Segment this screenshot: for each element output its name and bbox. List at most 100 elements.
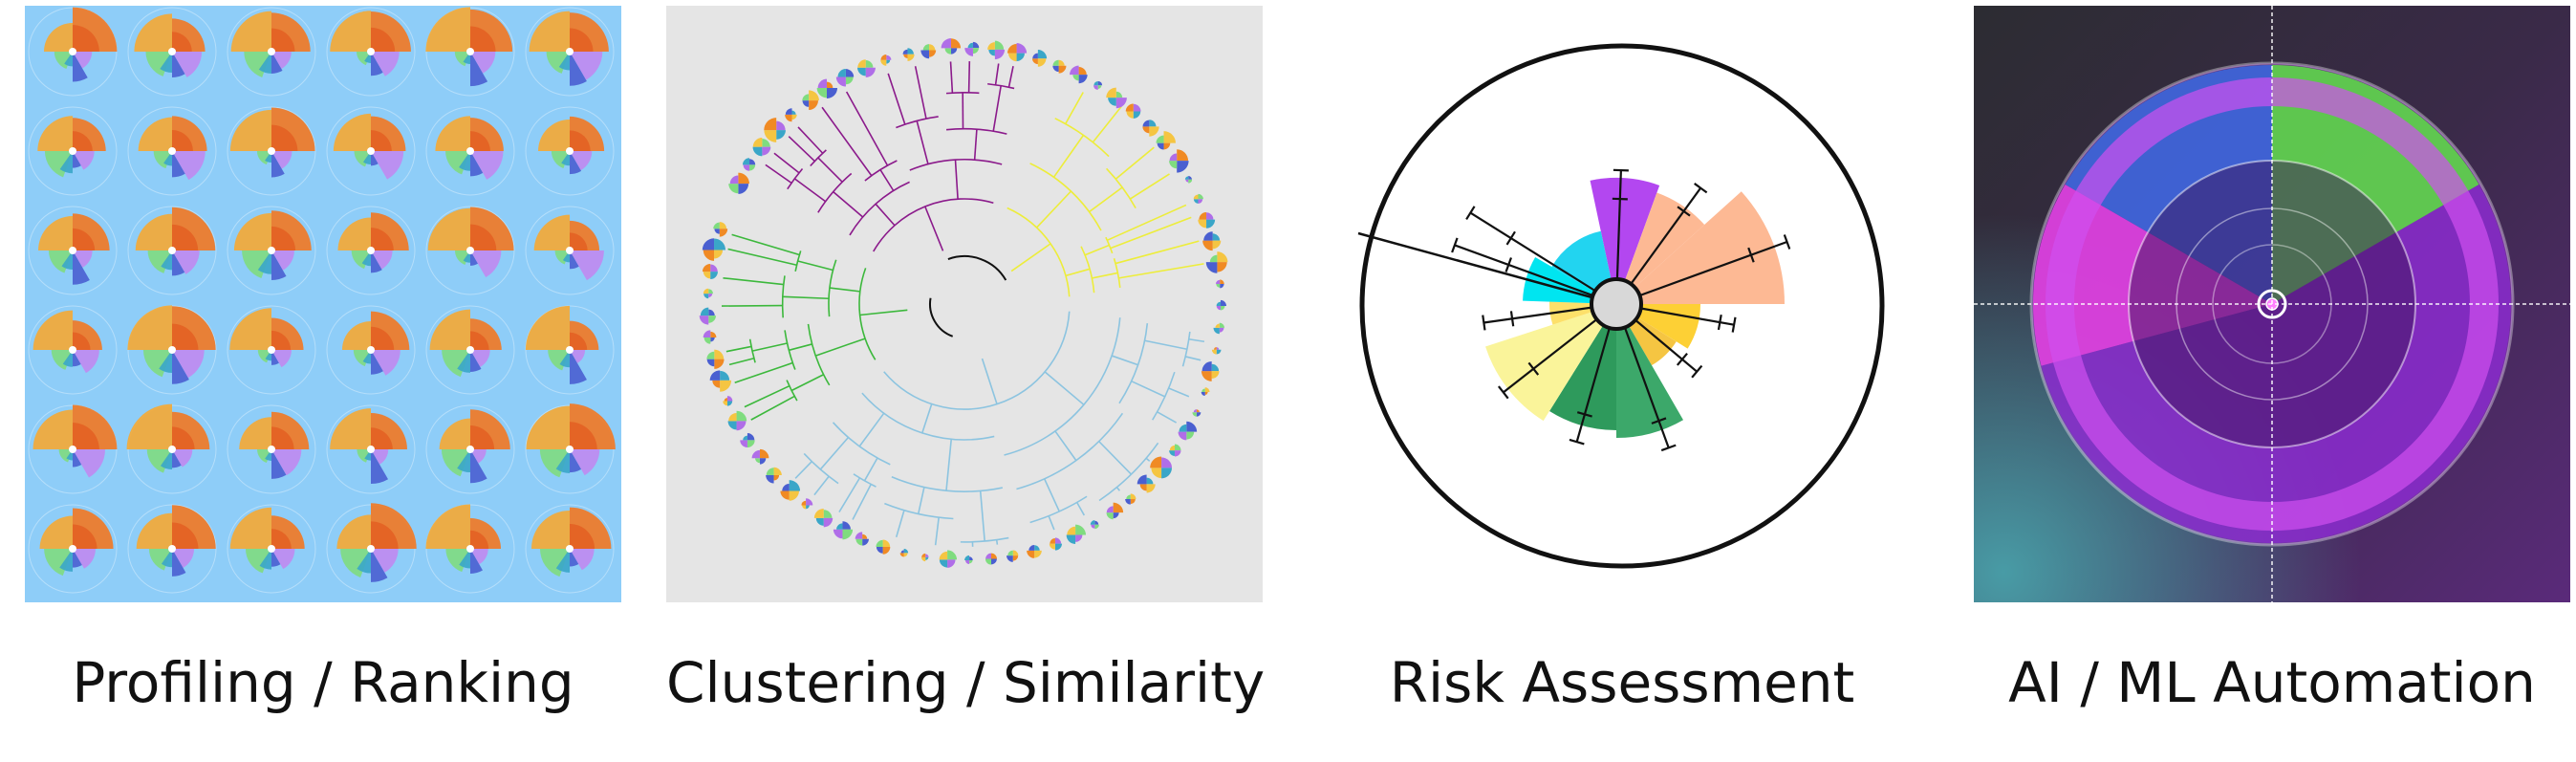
profile-glyph bbox=[425, 7, 515, 97]
clustering-similarity-panel bbox=[666, 6, 1263, 602]
leaf-glyph bbox=[939, 550, 958, 568]
leaf-glyph bbox=[833, 521, 854, 540]
leaf-glyph bbox=[1192, 409, 1201, 417]
profile-glyph bbox=[127, 106, 217, 196]
profile-glyph bbox=[28, 206, 118, 295]
profile-glyph bbox=[227, 504, 316, 594]
leaf-glyph bbox=[785, 108, 797, 122]
cluster-branch bbox=[722, 233, 908, 421]
caption-risk-assessment: Risk Assessment bbox=[1389, 650, 1855, 715]
profile-glyph bbox=[326, 106, 416, 196]
leaf-glyph bbox=[902, 48, 915, 61]
radial-dendrogram bbox=[699, 38, 1228, 568]
risk-assessment-panel bbox=[1324, 6, 1920, 602]
profile-glyph bbox=[425, 504, 515, 594]
leaf-glyph bbox=[987, 40, 1006, 60]
profile-glyph bbox=[127, 206, 217, 295]
leaf-glyph bbox=[742, 158, 756, 171]
risk-sector bbox=[1590, 178, 1660, 304]
caption-profiling-ranking: Profiling / Ranking bbox=[72, 650, 574, 715]
leaf-glyph bbox=[703, 330, 717, 344]
profile-glyph bbox=[227, 7, 316, 97]
leaf-glyph bbox=[1142, 120, 1159, 137]
leaf-glyph bbox=[727, 410, 747, 431]
leaf-glyph bbox=[1169, 444, 1181, 457]
leaf-glyph bbox=[1156, 131, 1177, 150]
leaf-glyph bbox=[964, 555, 973, 565]
profile-glyph bbox=[425, 305, 515, 395]
profile-glyph bbox=[28, 7, 118, 97]
risk-radial-glyph bbox=[1357, 43, 1885, 569]
leaf-glyph bbox=[1201, 361, 1220, 381]
cluster-branch bbox=[794, 311, 1205, 547]
profile-glyph bbox=[326, 404, 416, 494]
profile-glyph bbox=[525, 206, 615, 295]
leaf-glyph bbox=[1106, 87, 1127, 109]
leaf-glyph bbox=[1125, 103, 1141, 120]
leaf-glyph bbox=[1106, 502, 1124, 520]
leaf-glyph bbox=[1198, 212, 1216, 229]
leaf-glyph bbox=[835, 69, 855, 87]
leaf-glyph bbox=[855, 532, 869, 546]
risk-sector bbox=[1549, 304, 1616, 430]
leaf-glyph bbox=[1052, 59, 1067, 74]
leaf-glyph bbox=[920, 44, 937, 59]
profile-glyph bbox=[227, 404, 316, 494]
profile-glyph bbox=[227, 206, 316, 295]
profile-glyph bbox=[126, 403, 217, 494]
profile-glyph bbox=[425, 404, 515, 494]
profile-glyph bbox=[326, 7, 416, 97]
leaf-glyph bbox=[764, 118, 786, 142]
caption-clustering-similarity: Clustering / Similarity bbox=[666, 650, 1266, 715]
leaf-glyph bbox=[1007, 550, 1019, 562]
cluster-branch bbox=[765, 61, 1015, 252]
ai-ml-automation-panel bbox=[1974, 6, 2570, 602]
leaf-glyph bbox=[1090, 520, 1099, 530]
leaf-glyph bbox=[780, 480, 801, 501]
leaf-glyph bbox=[1184, 176, 1193, 184]
profile-glyph bbox=[425, 106, 515, 196]
leaf-glyph bbox=[752, 138, 771, 157]
leaf-glyph bbox=[1201, 387, 1210, 397]
profile-glyph bbox=[28, 404, 118, 494]
leaf-glyph bbox=[1150, 456, 1173, 479]
leaf-glyph bbox=[920, 553, 929, 562]
leaf-glyph bbox=[1031, 49, 1048, 67]
leaf-glyph bbox=[985, 553, 997, 565]
leaf-glyph bbox=[706, 349, 725, 369]
profile-glyph bbox=[326, 206, 416, 295]
leaf-glyph bbox=[1213, 322, 1225, 335]
leaf-glyph bbox=[1216, 279, 1224, 289]
leaf-glyph bbox=[1169, 149, 1189, 173]
profile-glyph bbox=[525, 305, 615, 395]
leaf-glyph bbox=[1093, 80, 1103, 90]
profile-glyph bbox=[326, 503, 417, 594]
leaf-glyph bbox=[1027, 544, 1042, 558]
leaf-glyph bbox=[751, 448, 769, 465]
leaf-glyph bbox=[813, 509, 833, 528]
profile-glyph bbox=[127, 305, 217, 395]
caption-ai-ml-automation: AI / ML Automation bbox=[2008, 650, 2536, 715]
leaf-glyph bbox=[723, 396, 733, 406]
leaf-glyph bbox=[1205, 251, 1228, 273]
leaf-glyph bbox=[1193, 193, 1203, 204]
leaf-glyph bbox=[1216, 299, 1227, 311]
leaf-glyph bbox=[964, 41, 980, 56]
profile-glyph bbox=[127, 7, 217, 97]
ai-ml-glyph bbox=[1974, 6, 2570, 602]
risk-sector bbox=[1485, 304, 1616, 422]
leaf-glyph bbox=[1070, 65, 1088, 84]
leaf-glyph bbox=[713, 222, 728, 237]
leaf-glyph bbox=[1136, 474, 1156, 493]
leaf-glyph bbox=[699, 307, 717, 325]
profile-glyph bbox=[227, 106, 316, 196]
leaf-glyph bbox=[728, 172, 749, 194]
leaf-glyph bbox=[1178, 421, 1198, 441]
profile-glyph bbox=[28, 106, 118, 196]
leaf-glyph bbox=[1125, 493, 1136, 505]
profile-glyph bbox=[326, 305, 416, 395]
leaf-glyph bbox=[876, 539, 891, 555]
leaf-glyph bbox=[1066, 524, 1087, 544]
leaf-glyph bbox=[857, 59, 876, 77]
profile-glyph bbox=[425, 206, 515, 295]
